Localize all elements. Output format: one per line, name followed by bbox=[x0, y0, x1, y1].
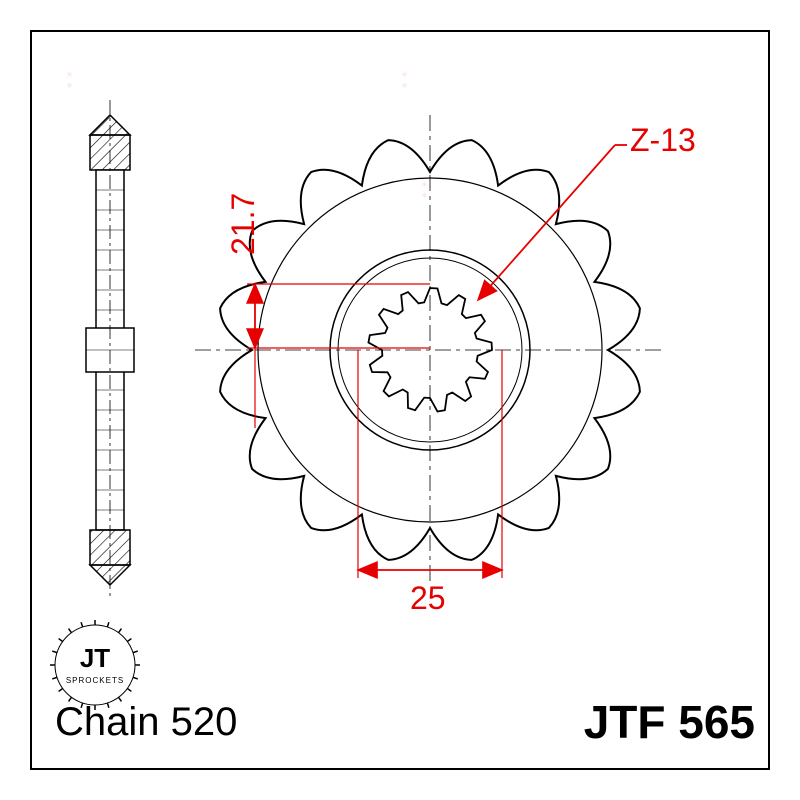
jt-logo: JT SPROCKETS bbox=[50, 620, 140, 710]
z-callout-label: Z-13 bbox=[630, 122, 696, 159]
svg-text:JT: JT bbox=[80, 643, 110, 673]
part-number-label: JTF 565 bbox=[584, 695, 755, 749]
dim-vertical-label: 21.7 bbox=[225, 193, 262, 255]
chain-label: Chain 520 bbox=[55, 700, 237, 745]
technical-drawing-svg: JT SPROCKETS bbox=[0, 0, 800, 800]
svg-text:SPROCKETS: SPROCKETS bbox=[66, 676, 124, 685]
sprocket bbox=[195, 115, 665, 585]
dim-horizontal-label: 25 bbox=[410, 580, 446, 617]
side-profile bbox=[86, 100, 134, 600]
